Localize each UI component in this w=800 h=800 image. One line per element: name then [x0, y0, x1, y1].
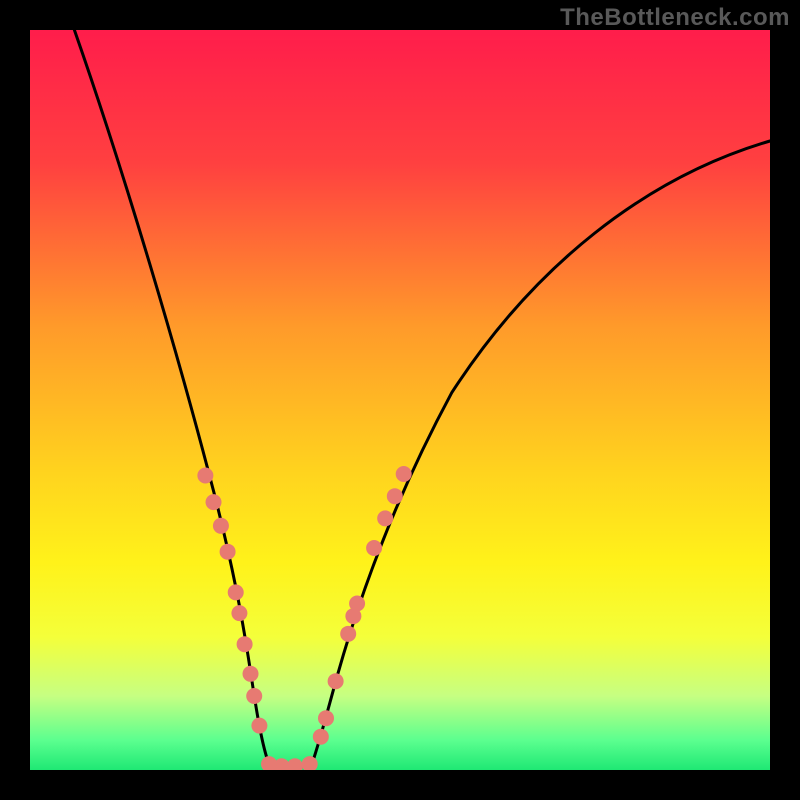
- data-marker: [302, 756, 318, 772]
- data-marker: [246, 688, 262, 704]
- data-marker: [287, 758, 303, 774]
- data-marker: [213, 518, 229, 534]
- data-marker: [387, 488, 403, 504]
- data-marker: [228, 584, 244, 600]
- data-marker: [396, 466, 412, 482]
- data-marker: [243, 666, 259, 682]
- data-marker: [237, 636, 253, 652]
- data-marker: [349, 596, 365, 612]
- data-marker: [231, 605, 247, 621]
- data-marker: [206, 494, 222, 510]
- bottleneck-chart: [0, 0, 800, 800]
- data-marker: [313, 729, 329, 745]
- data-marker: [366, 540, 382, 556]
- image-frame: TheBottleneck.com: [0, 0, 800, 800]
- data-marker: [251, 718, 267, 734]
- data-marker: [220, 544, 236, 560]
- source-watermark: TheBottleneck.com: [560, 4, 790, 32]
- data-marker: [197, 467, 213, 483]
- data-marker: [340, 626, 356, 642]
- data-marker: [328, 673, 344, 689]
- gradient-background: [30, 30, 770, 770]
- data-marker: [318, 710, 334, 726]
- data-marker: [377, 510, 393, 526]
